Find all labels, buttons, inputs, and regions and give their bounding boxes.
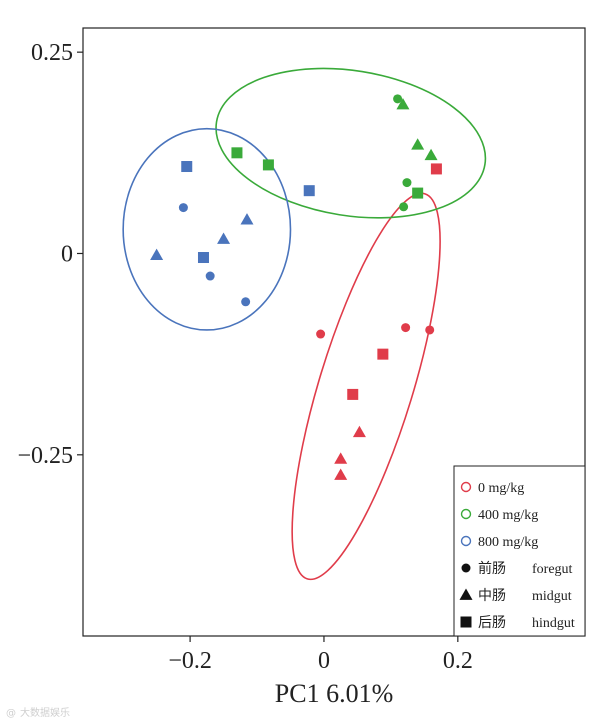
point-circle xyxy=(425,325,435,335)
legend-triangle-icon xyxy=(459,588,473,600)
plot-frame xyxy=(82,27,586,637)
point-triangle xyxy=(217,232,231,244)
y-tick-label: 0 xyxy=(61,241,73,267)
legend-shape-label-zh: 中肠 xyxy=(478,588,506,604)
y-tick-label: −0.25 xyxy=(17,443,73,469)
ellipse-group-0 xyxy=(291,192,441,581)
legend-box xyxy=(453,465,586,637)
point-triangle xyxy=(334,452,348,464)
legend-shape-label-en: midgut xyxy=(532,589,572,604)
point-square xyxy=(231,147,243,159)
legend-group-marker xyxy=(460,508,472,520)
point-square xyxy=(347,388,359,400)
point-circle xyxy=(241,297,251,307)
point-circle xyxy=(399,202,409,212)
x-tick-label: 0 xyxy=(318,648,330,674)
point-circle xyxy=(402,178,412,188)
point-triangle xyxy=(352,425,366,438)
point-square xyxy=(197,252,209,264)
legend-shape-label-zh: 前肠 xyxy=(478,560,506,577)
legend-group-marker xyxy=(460,481,472,493)
legend-shape-label-en: hindgut xyxy=(532,616,575,631)
data-points xyxy=(150,94,442,480)
legend-group-label: 0 mg/kg xyxy=(478,481,524,496)
point-circle xyxy=(401,323,411,333)
legend-items: 0 mg/kg 400 mg/kg 800 mg/kg 前肠 foregut 中肠 midg… xyxy=(459,481,575,631)
legend-group-label: 400 mg/kg xyxy=(478,508,538,523)
legend-group-label: 800 mg/kg xyxy=(478,535,538,550)
point-triangle xyxy=(334,468,348,480)
point-circle xyxy=(393,94,403,104)
point-circle xyxy=(205,271,215,281)
point-triangle xyxy=(150,248,164,260)
point-triangle xyxy=(240,213,254,225)
point-triangle xyxy=(411,138,425,150)
point-triangle xyxy=(424,148,438,161)
point-square xyxy=(262,159,274,171)
point-square xyxy=(412,187,424,199)
legend-circle-icon xyxy=(461,563,471,573)
point-square xyxy=(377,348,389,360)
x-tick-label: −0.2 xyxy=(168,648,212,674)
legend-shape-label-zh: 后肠 xyxy=(478,615,506,631)
watermark-icon: @ xyxy=(6,708,16,719)
legend-shape-label-en: foregut xyxy=(532,562,573,577)
y-tick-label: 0.25 xyxy=(31,40,73,66)
confidence-ellipses xyxy=(122,67,487,581)
x-tick-label: 0.2 xyxy=(443,648,473,674)
point-square xyxy=(430,163,442,175)
ellipse-group-2 xyxy=(122,127,292,331)
axis-ticks: −0.2 0 0.2 0.25 0 −0.25 xyxy=(17,40,472,674)
ellipse-group-1 xyxy=(215,67,487,219)
watermark-text: 大数据娱乐 xyxy=(20,706,70,719)
legend: 0 mg/kg 400 mg/kg 800 mg/kg 前肠 foregut 中肠 midg… xyxy=(453,465,586,637)
point-square xyxy=(181,161,193,173)
watermark: @ 大数据娱乐 xyxy=(6,706,70,719)
point-triangle xyxy=(396,98,410,110)
point-circle xyxy=(178,203,188,213)
point-square xyxy=(303,185,315,197)
x-axis-title: PC1 6.01% xyxy=(275,679,393,708)
point-circle xyxy=(316,329,326,339)
legend-group-marker xyxy=(460,535,472,547)
legend-square-icon xyxy=(460,616,472,628)
